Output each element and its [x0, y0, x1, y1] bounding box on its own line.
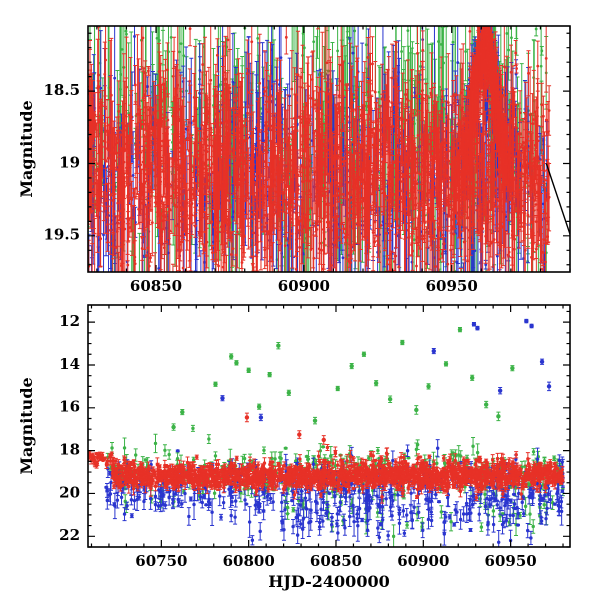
light-curve-canvas [0, 0, 600, 600]
light-curve-figure [0, 0, 600, 600]
